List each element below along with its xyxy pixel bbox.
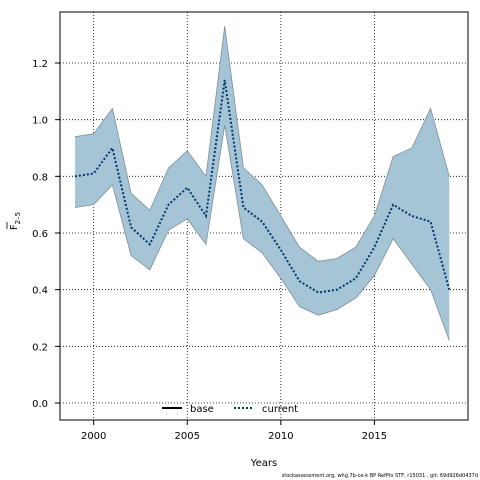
legend: base current xyxy=(162,404,298,415)
y-tick-label: 0.6 xyxy=(32,229,48,240)
y-axis: 0.0 0.2 0.4 0.6 0.8 1.0 1.2 xyxy=(32,59,60,410)
y-tick-label: 0.2 xyxy=(32,342,48,353)
plot-frame xyxy=(59,11,469,421)
band-upper-edge xyxy=(74,26,450,262)
confidence-band-edges xyxy=(74,26,450,341)
y-tick-label: 0.8 xyxy=(32,172,48,183)
y-tick-label: 1.0 xyxy=(32,116,48,127)
series-line-current xyxy=(74,79,451,294)
x-axis-title: Years xyxy=(250,458,277,469)
y-axis-title: F2–5 xyxy=(6,212,22,230)
y-axis-title-main: F xyxy=(9,224,20,230)
legend-label-base: base xyxy=(190,404,214,415)
x-tick-label: 2010 xyxy=(268,431,293,442)
y-axis-title-sub: 2–5 xyxy=(14,212,22,224)
series-lines xyxy=(74,79,451,294)
footer-credit: stockassessment.org, whg.7b-ce-k BP RefP… xyxy=(281,473,478,479)
legend-label-current: current xyxy=(262,404,298,415)
y-tick-label: 0.4 xyxy=(32,286,48,297)
x-tick-label: 2000 xyxy=(81,431,106,442)
svg-text:F2–5: F2–5 xyxy=(9,212,22,230)
x-tick-label: 2005 xyxy=(175,431,200,442)
x-axis: 2000 2005 2010 2015 xyxy=(81,420,387,442)
band-lower-edge xyxy=(74,125,450,341)
x-tick-label: 2015 xyxy=(362,431,387,442)
y-tick-label: 0.0 xyxy=(32,399,48,410)
confidence-band-current xyxy=(74,26,450,341)
y-tick-label: 1.2 xyxy=(32,59,48,70)
